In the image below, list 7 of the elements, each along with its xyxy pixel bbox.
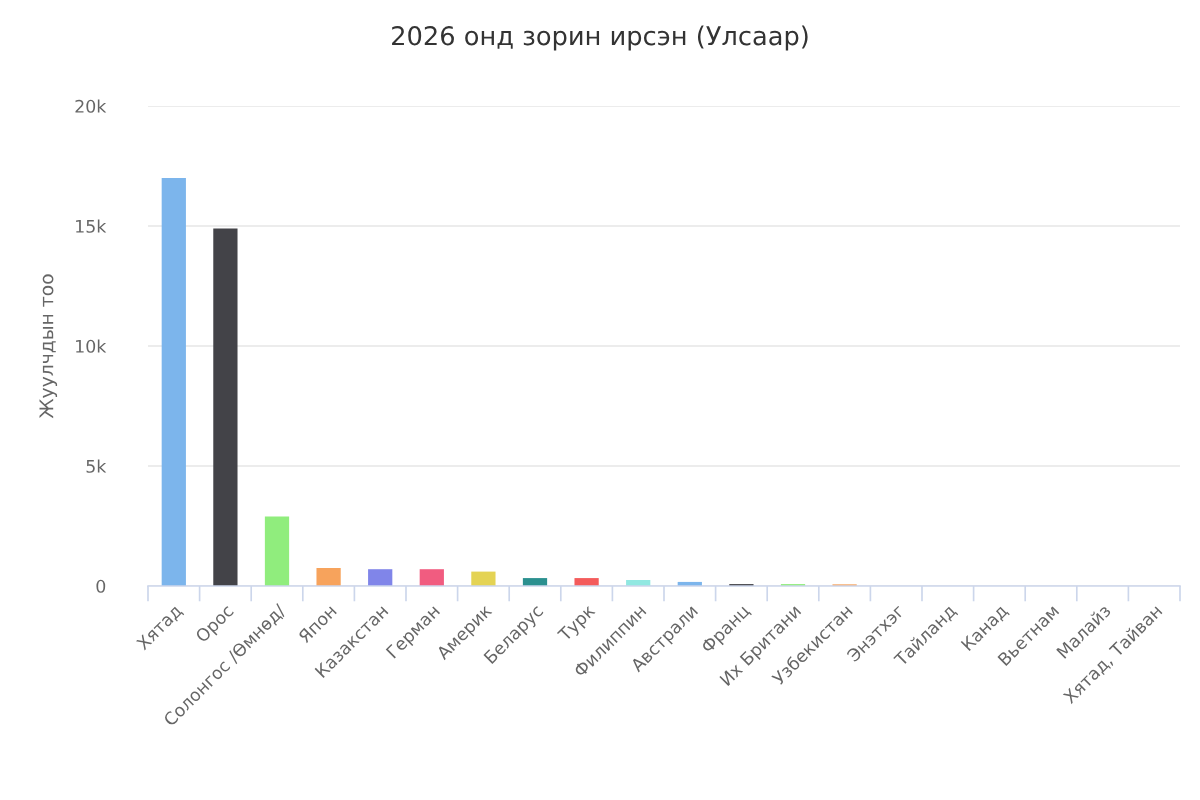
chart-title: 2026 онд зорин ирсэн (Улсаар) xyxy=(392,25,808,51)
y-tick-label: 5k xyxy=(86,459,107,473)
y-axis-title: Жуулчдын тоо xyxy=(39,274,58,419)
y-tick-label: 15k xyxy=(76,219,107,233)
y-tick-label: 20k xyxy=(75,99,107,113)
y-tick-label: 0 xyxy=(96,579,106,593)
y-tick-label: 10k xyxy=(76,339,107,353)
